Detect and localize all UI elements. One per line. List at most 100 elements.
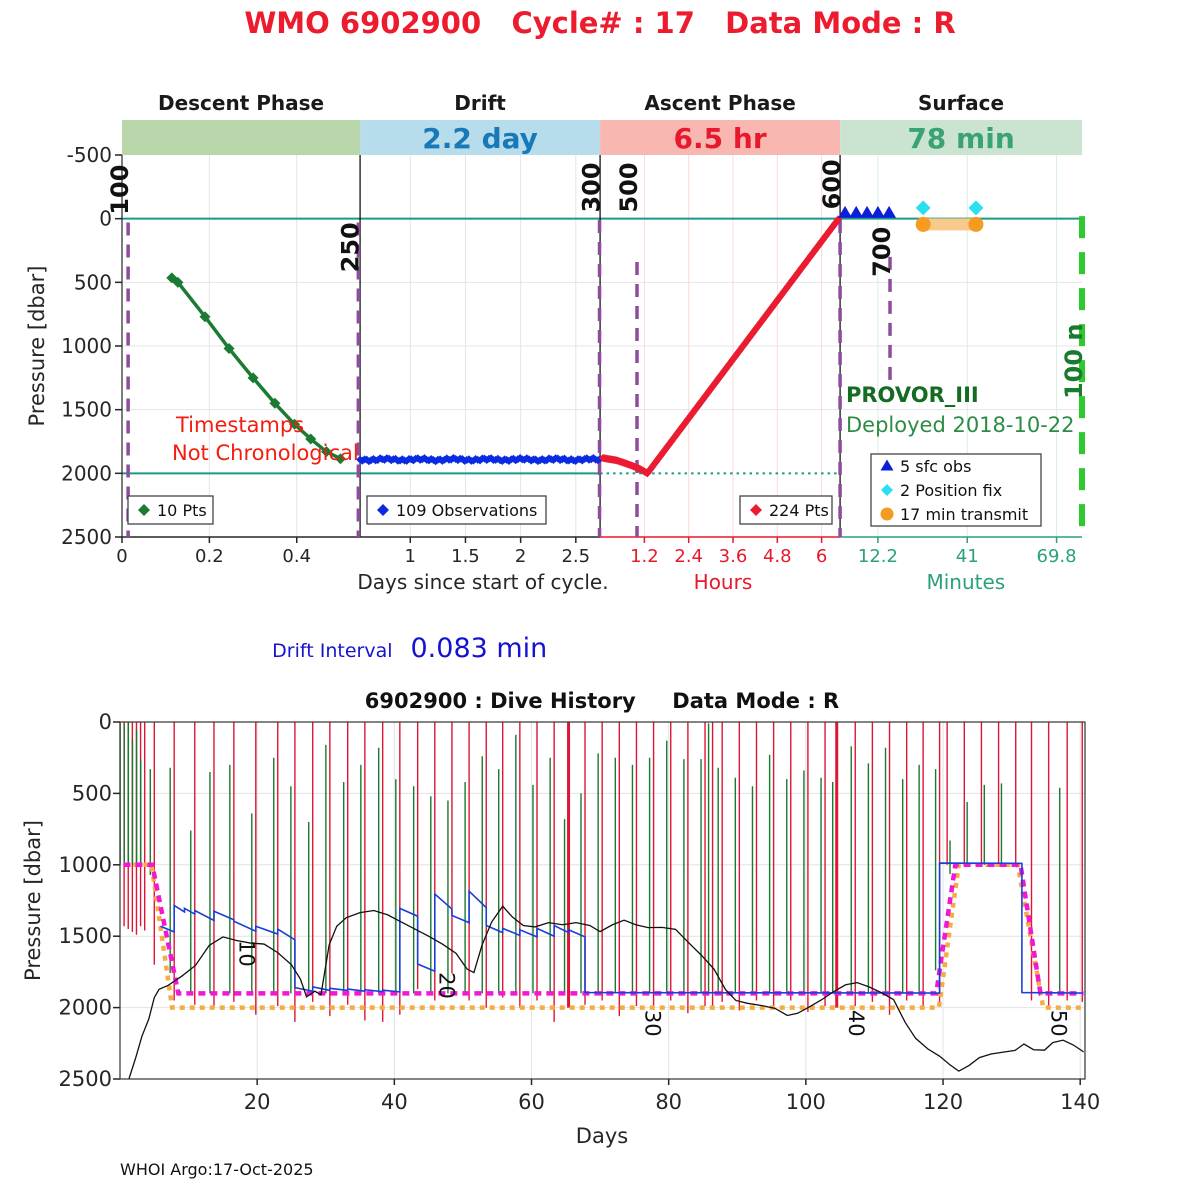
x-tick-label: 1.2 (630, 546, 659, 567)
event-vline-label: 250 (336, 222, 364, 272)
x-axis-label: Days since start of cycle. (357, 570, 608, 594)
x-tick-label: 0.2 (195, 546, 224, 567)
x-tick-label: 2 (515, 546, 526, 567)
page-title: WMO 6902900 Cycle# : 17 Data Mode : R (244, 6, 956, 40)
top-axis-ticks: 0 0.2 0.4 1 1.5 2 2.5 1.2 2.4 3.6 4.8 6 12.2 41 69.8 Da… (25, 143, 1077, 594)
annotation-text: Not Chronological (172, 441, 359, 465)
ascent-series (599, 215, 843, 478)
x-tick-label: 40 (381, 1090, 408, 1114)
phase-header: Ascent Phase (644, 91, 795, 115)
descent-point (289, 418, 301, 430)
legend-label: 2 Position fix (900, 481, 1002, 500)
y-tick-label: 0 (99, 207, 112, 231)
y-tick-label: 2500 (61, 525, 112, 549)
position-fix-diamond (915, 200, 931, 216)
drift-interval-label: Drift Interval (272, 640, 393, 662)
x-axis-label: Minutes (926, 570, 1005, 594)
phase-duration: 78 min (907, 122, 1014, 155)
cycle-timeline-chart: Descent Phase Drift 2.2 day Ascent Phase 6.5… (25, 91, 1088, 594)
cycle-lines (119, 722, 1083, 1022)
event-vline-label: 600 (818, 159, 846, 209)
phase-bands: Descent Phase Drift 2.2 day Ascent Phase 6.5… (122, 91, 1082, 155)
legend-box (366, 495, 547, 525)
y-tick-label: 2000 (61, 461, 112, 485)
drift-interval-caption: Drift Interval 0.083 min (262, 614, 547, 664)
x-tick-label: 80 (655, 1090, 682, 1114)
legend-marker (880, 459, 894, 471)
x-tick-label: 4.8 (763, 546, 792, 567)
transmit-endpoint (915, 216, 931, 232)
event-vline-label: 300 (578, 162, 606, 212)
legend-marker (377, 504, 389, 516)
cycle-number-label: 40 (844, 1010, 868, 1037)
x-tick-label: 100 (786, 1090, 826, 1114)
phase-band (360, 120, 601, 155)
descent-series (166, 272, 346, 465)
surface-obs-triangle (838, 205, 853, 218)
phase-header: Descent Phase (158, 91, 324, 115)
x-tick-label: 3.6 (719, 546, 748, 567)
cycle-number-label: 50 (1046, 1010, 1070, 1037)
y-tick-label: -500 (67, 143, 112, 167)
event-vline-label: 100 n (1060, 324, 1088, 400)
cycle-number-label: 30 (640, 1010, 664, 1037)
phase-header: Drift (454, 91, 506, 115)
annotation-text: Deployed 2018-10-22 (846, 413, 1075, 437)
x-tick-label: 12.2 (858, 546, 898, 567)
surface-obs-triangle (849, 205, 864, 218)
x-tick-label: 20 (244, 1090, 271, 1114)
x-tick-label: 6 (816, 546, 827, 567)
x-tick-label: 0.4 (282, 546, 311, 567)
legend-marker (881, 484, 893, 496)
x-tick-label: 1 (405, 546, 416, 567)
legend-marker (750, 504, 762, 516)
x-tick-label: 140 (1060, 1090, 1100, 1114)
y-tick-label: 1500 (59, 924, 112, 948)
y-tick-label: 0 (99, 710, 112, 734)
top-legends: 10 Pts 109 Observations 224 Pts 5 sfc obs 2 … (127, 453, 1042, 527)
bathymetry-line (128, 905, 1084, 1080)
drift-pressure-line (160, 862, 1083, 994)
descent-point (223, 343, 235, 355)
x-tick-label: 60 (518, 1090, 545, 1114)
y-tick-label: 1000 (59, 853, 112, 877)
cycle-number-label: 10 (234, 940, 258, 967)
park-pressure-line (123, 862, 1084, 996)
dive-history-chart: 6902900 : Dive History Data Mode : R 10 20… (21, 689, 1100, 1148)
legend-label: 109 Observations (396, 501, 537, 520)
footer-credit: WHOI Argo:17-Oct-2025 (120, 1160, 314, 1179)
descent-point (269, 397, 281, 409)
dive-history-title: 6902900 : Dive History Data Mode : R (365, 689, 839, 713)
legend-label: 5 sfc obs (900, 457, 971, 476)
y-axis-title: Pressure [dbar] (21, 820, 45, 981)
legend-label: 224 Pts (769, 501, 829, 520)
plot-box (119, 721, 1086, 1080)
event-vline-label: 700 (868, 227, 896, 277)
mission-lines (123, 862, 1084, 1010)
top-annotations: Timestamps Not Chronological PROVOR_III Dep… (172, 383, 1075, 465)
x-tick-label: 0 (116, 546, 127, 567)
drift-interval-value: 0.083 min (410, 633, 548, 664)
bottom-axes: 20 40 60 80 100 120 140 0 500 1000 1500 2000 2500 Day… (21, 710, 1100, 1148)
phase-band (600, 120, 841, 155)
x-axis-title: Days (576, 1124, 628, 1148)
surface-obs-triangle (870, 205, 885, 218)
descent-line (170, 276, 342, 461)
cycle-number-label: 20 (435, 972, 459, 999)
x-tick-label: 1.5 (451, 546, 480, 567)
surface-obs-triangle (882, 205, 897, 218)
y-tick-label: 1000 (61, 334, 112, 358)
y-axis-title: Pressure [dbar] (25, 266, 49, 427)
phase-band (122, 120, 361, 155)
descent-point (199, 311, 211, 323)
descent-point (247, 372, 259, 384)
legend-box (870, 453, 1042, 527)
y-tick-label: 500 (74, 270, 112, 294)
phase-band (840, 120, 1082, 155)
y-tick-label: 2500 (59, 1067, 112, 1091)
phase-header: Surface (918, 91, 1004, 115)
y-tick-label: 500 (72, 781, 112, 805)
x-tick-label: 2.4 (674, 546, 703, 567)
surface-obs-triangle (860, 205, 875, 218)
descent-point (305, 433, 317, 445)
